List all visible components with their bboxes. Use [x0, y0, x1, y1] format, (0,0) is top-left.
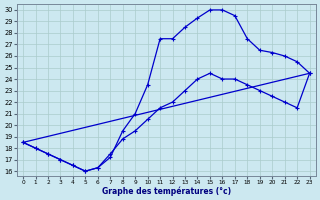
X-axis label: Graphe des températures (°c): Graphe des températures (°c)	[102, 186, 231, 196]
